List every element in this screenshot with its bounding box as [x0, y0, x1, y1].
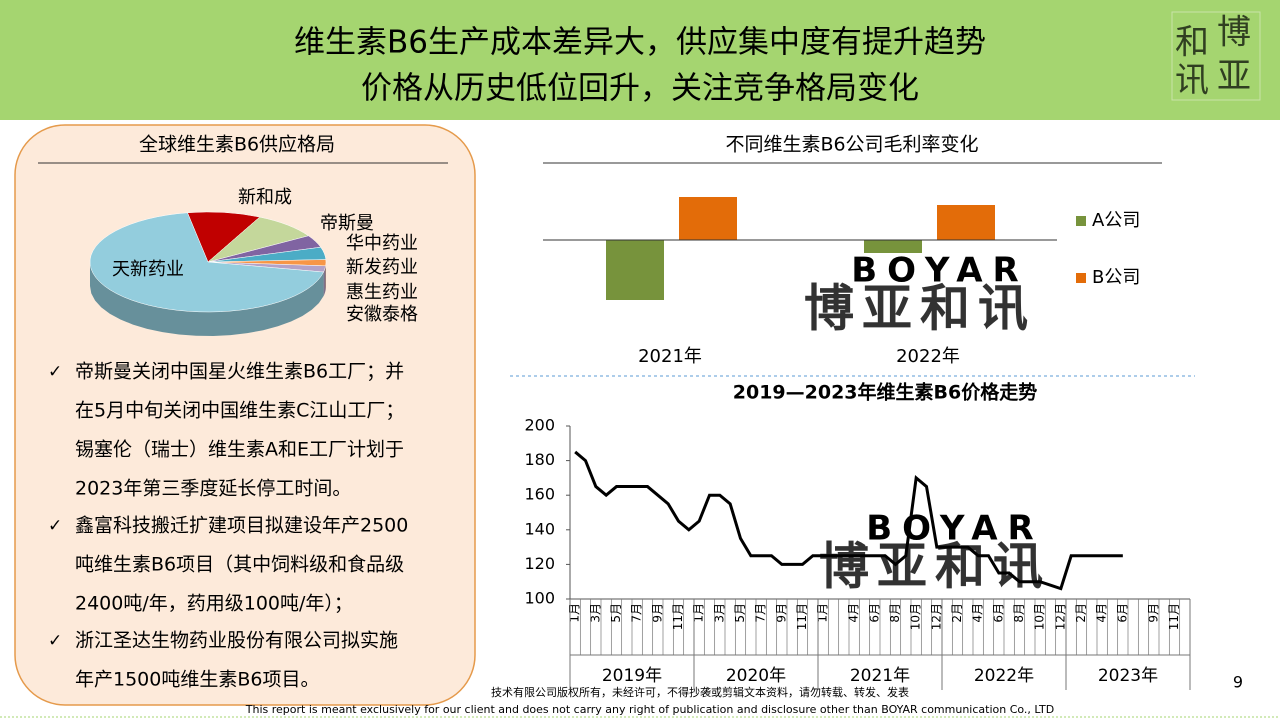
bullet-text: 锡塞伦（瑞士）维生素A和E工厂计划于 [75, 439, 404, 461]
bar [937, 205, 995, 240]
footer-text: 技术有限公司版权所有，未经许可，不得抄袭或剪辑文本资料，请勿转载、转发、发表 [491, 685, 909, 699]
x-group-label: 2019年 [602, 666, 662, 686]
x-tick-label: 4月 [1095, 603, 1109, 623]
bar [864, 240, 922, 253]
x-tick-label: 8月 [888, 603, 902, 623]
pie-label: 新发药业 [346, 257, 418, 278]
x-tick-label: 11月 [795, 603, 809, 630]
x-tick-label: 6月 [867, 603, 881, 623]
x-tick-label: 5月 [609, 603, 623, 623]
logo-char: 讯 [1175, 61, 1209, 101]
pie-slice [187, 211, 261, 263]
x-tick-label: 10月 [1033, 603, 1047, 630]
bullet-text: 在5月中旬关闭中国维生素C江山工厂； [75, 400, 404, 422]
pie-slice-side [90, 262, 324, 336]
x-tick-label: 2022年 [896, 346, 960, 367]
x-tick-label: 11月 [671, 603, 685, 630]
bar [679, 197, 737, 240]
x-tick-label: 6月 [991, 603, 1005, 623]
y-tick-label: 180 [524, 450, 555, 469]
logo-char: 亚 [1217, 57, 1251, 97]
x-tick-label: 4月 [847, 603, 861, 623]
x-tick-label: 1月 [568, 603, 582, 623]
logo-char: 和 [1175, 23, 1209, 63]
logo-char: 博 [1217, 13, 1251, 53]
x-tick-label: 6月 [1115, 603, 1129, 623]
x-tick-label: 7月 [754, 603, 768, 623]
x-group-label: 2023年 [1098, 666, 1158, 686]
x-tick-label: 1月 [692, 603, 706, 623]
header-title: 价格从历史低位回升，关注竞争格局变化 [361, 71, 919, 107]
x-tick-label: 2月 [1074, 603, 1088, 623]
bullet-text: 吨维生素B6项目（其中饲料级和食品级 [75, 554, 404, 576]
y-tick-label: 160 [524, 485, 555, 504]
x-tick-label: 11月 [1167, 603, 1181, 630]
bar-title: 不同维生素B6公司毛利率变化 [725, 134, 978, 156]
x-tick-label: 1月 [816, 603, 830, 623]
x-tick-label: 8月 [1012, 603, 1026, 623]
bullet-mark: ✓ [48, 631, 62, 651]
x-tick-label: 9月 [1146, 603, 1160, 623]
footer-text: This report is meant exclusively for our… [245, 703, 1054, 716]
watermark: 博亚和讯 [804, 280, 1036, 338]
bullet-text: 年产1500吨维生素B6项目。 [75, 669, 319, 691]
pie-title: 全球维生素B6供应格局 [139, 134, 335, 156]
pie-label: 帝斯曼 [320, 213, 374, 234]
y-tick-label: 140 [524, 519, 555, 538]
pie-slice-side [323, 265, 326, 297]
bullet-text: 鑫富科技搬迁扩建项目拟建设年产2500 [75, 515, 408, 537]
legend-label: A公司 [1092, 210, 1140, 231]
bullet-text: 2023年第三季度延长停工时间。 [75, 478, 351, 500]
bar [606, 240, 664, 300]
x-tick-label: 9月 [650, 603, 664, 623]
x-tick-label: 3月 [588, 603, 602, 623]
line-title: 2019—2023年维生素B6价格走势 [733, 381, 1037, 404]
pie-label: 惠生药业 [346, 282, 418, 303]
x-tick-label: 3月 [712, 603, 726, 623]
x-tick-label: 9月 [774, 603, 788, 623]
header-band [0, 0, 1280, 120]
pie-label: 天新药业 [112, 259, 184, 280]
pie-label: 安徽泰格 [346, 304, 418, 325]
header-title: 维生素B6生产成本差异大，供应集中度有提升趋势 [294, 25, 986, 61]
x-group-label: 2020年 [726, 666, 786, 686]
watermark: BOYAR [866, 509, 1043, 549]
y-tick-label: 120 [524, 554, 555, 573]
x-group-label: 2022年 [974, 666, 1034, 686]
x-group-label: 2021年 [850, 666, 910, 686]
logo-box [1171, 11, 1261, 101]
legend-swatch [1076, 216, 1086, 226]
x-tick-label: 10月 [909, 603, 923, 630]
pie-label: 新和成 [238, 187, 292, 208]
x-tick-label: 4月 [971, 603, 985, 623]
watermark: 博亚和讯 [819, 538, 1051, 596]
x-tick-label: 2月 [950, 603, 964, 623]
x-tick-label: 2021年 [638, 346, 702, 367]
x-tick-label: 12月 [929, 603, 943, 630]
page-number: 9 [1233, 673, 1243, 692]
y-tick-label: 100 [524, 589, 555, 608]
x-tick-label: 7月 [630, 603, 644, 623]
y-tick-label: 200 [524, 416, 555, 435]
x-tick-label: 12月 [1053, 603, 1067, 630]
legend-swatch [1076, 273, 1086, 283]
legend-label: B公司 [1092, 267, 1140, 288]
watermark: BOYAR [851, 251, 1028, 291]
x-tick-label: 5月 [733, 603, 747, 623]
pie-slice [89, 212, 324, 313]
price-line [574, 450, 1123, 591]
bullet-mark: ✓ [48, 516, 62, 536]
pie-label: 华中药业 [346, 233, 418, 254]
bullet-text: 浙江圣达生物药业股份有限公司拟实施 [75, 630, 398, 652]
bullet-text: 2400吨/年，药用级100吨/年）； [75, 593, 353, 615]
bullet-mark: ✓ [48, 362, 62, 382]
bullet-text: 帝斯曼关闭中国星火维生素B6工厂；并 [75, 361, 404, 383]
